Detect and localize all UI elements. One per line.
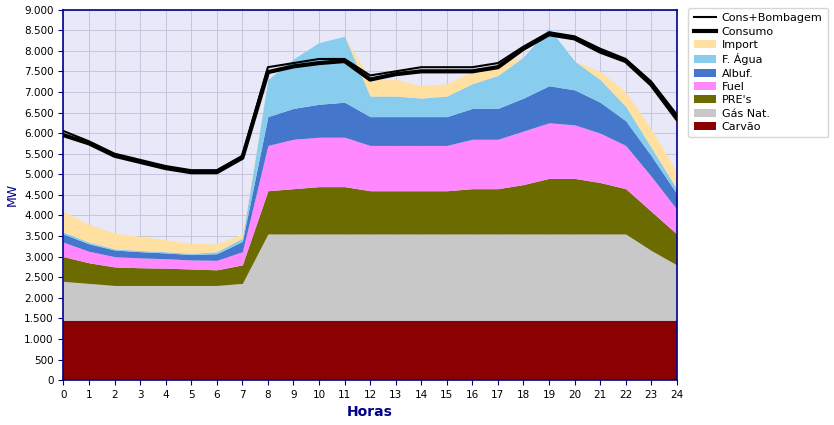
Consumo: [620, 59, 631, 64]
Consumo: [109, 153, 119, 158]
Consumo: [671, 116, 681, 121]
Cons+Bombagem: [58, 128, 68, 133]
Legend: Cons+Bombagem, Consumo, Import, F. Água, Albuf., Fuel, PRE's, Gás Nat., Carvão: Cons+Bombagem, Consumo, Import, F. Água,…: [689, 8, 828, 137]
Cons+Bombagem: [186, 167, 196, 173]
Cons+Bombagem: [212, 167, 222, 173]
Cons+Bombagem: [390, 69, 400, 74]
Cons+Bombagem: [646, 79, 656, 84]
Cons+Bombagem: [365, 73, 375, 78]
Consumo: [570, 36, 580, 41]
Consumo: [238, 155, 248, 160]
Cons+Bombagem: [238, 153, 248, 158]
Consumo: [493, 65, 503, 70]
Consumo: [595, 49, 605, 54]
Cons+Bombagem: [84, 139, 94, 144]
Consumo: [84, 141, 94, 146]
Cons+Bombagem: [671, 112, 681, 117]
Consumo: [365, 77, 375, 82]
Cons+Bombagem: [135, 157, 145, 162]
Consumo: [442, 69, 452, 74]
Consumo: [314, 60, 324, 65]
Line: Consumo: Consumo: [63, 34, 676, 172]
X-axis label: Horas: Horas: [347, 405, 393, 419]
Consumo: [467, 69, 477, 74]
Consumo: [544, 32, 554, 37]
Consumo: [390, 72, 400, 77]
Cons+Bombagem: [339, 57, 349, 62]
Consumo: [263, 70, 273, 75]
Cons+Bombagem: [570, 34, 580, 39]
Consumo: [135, 159, 145, 164]
Consumo: [289, 64, 299, 69]
Consumo: [339, 59, 349, 64]
Consumo: [416, 69, 426, 74]
Cons+Bombagem: [109, 151, 119, 156]
Cons+Bombagem: [493, 60, 503, 65]
Cons+Bombagem: [161, 164, 171, 169]
Cons+Bombagem: [442, 65, 452, 70]
Consumo: [58, 133, 68, 138]
Cons+Bombagem: [519, 44, 529, 49]
Consumo: [186, 170, 196, 175]
Cons+Bombagem: [620, 57, 631, 62]
Consumo: [519, 46, 529, 51]
Cons+Bombagem: [289, 60, 299, 65]
Cons+Bombagem: [467, 65, 477, 70]
Consumo: [212, 170, 222, 175]
Cons+Bombagem: [544, 30, 554, 35]
Cons+Bombagem: [416, 65, 426, 70]
Line: Cons+Bombagem: Cons+Bombagem: [63, 32, 676, 170]
Y-axis label: MW: MW: [6, 183, 18, 207]
Cons+Bombagem: [263, 65, 273, 70]
Consumo: [646, 82, 656, 87]
Consumo: [161, 166, 171, 171]
Cons+Bombagem: [314, 57, 324, 62]
Cons+Bombagem: [595, 46, 605, 51]
